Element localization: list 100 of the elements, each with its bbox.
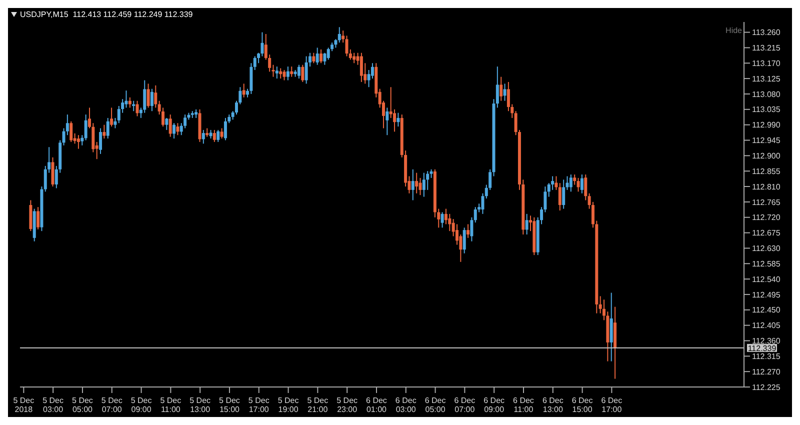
- chart-title: USDJPY,M15 112.413 112.459 112.249 112.339: [20, 10, 193, 19]
- candlestick: [242, 83, 246, 98]
- candlestick: [99, 128, 102, 154]
- x-tick-label: 5 Dec 05:00: [72, 396, 94, 414]
- candlestick: [584, 174, 588, 201]
- candlestick: [136, 100, 139, 117]
- x-tick-label: 5 Dec 15:00: [219, 396, 240, 414]
- candlestick: [165, 117, 168, 130]
- ref-line-label: 112.339: [748, 344, 777, 353]
- x-tick-label: 6 Dec 05:00: [424, 396, 446, 414]
- y-tick-label: 113.125: [752, 74, 781, 84]
- candlestick: [106, 117, 110, 140]
- candlestick: [114, 117, 117, 129]
- candlestick: [440, 212, 444, 228]
- candlestick: [312, 52, 316, 64]
- candlestick: [275, 66, 278, 80]
- y-tick-label: 112.270: [752, 367, 781, 376]
- candlestick: [128, 96, 132, 108]
- candlestick: [286, 66, 290, 81]
- candlestick: [580, 174, 584, 194]
- y-tick-label: 112.900: [752, 152, 781, 160]
- candlestick: [216, 129, 220, 142]
- candlestick: [76, 134, 80, 150]
- candlestick: [610, 292, 613, 362]
- candlestick: [338, 26, 341, 44]
- y-tick-label: 112.855: [752, 166, 781, 176]
- candlestick: [282, 69, 286, 81]
- candlestick: [304, 56, 308, 84]
- candlestick: [500, 76, 503, 102]
- x-tick-label: 5 Dec 03:00: [42, 396, 64, 414]
- x-tick-label: 6 Dec 11:00: [513, 396, 534, 414]
- x-tick-label: 5 Dec 07:00: [101, 396, 122, 414]
- candlestick: [576, 177, 580, 192]
- x-tick-label: 5 Dec 2018: [13, 396, 34, 414]
- y-tick-label: 112.945: [752, 136, 781, 146]
- candlestick: [503, 83, 506, 102]
- candlestick: [396, 112, 400, 128]
- candlestick: [415, 172, 418, 194]
- x-tick-label: 5 Dec 23:00: [336, 396, 358, 414]
- candlestick: [253, 56, 256, 70]
- x-tick-label: 5 Dec 13:00: [190, 396, 211, 414]
- x-tick-label: 6 Dec 01:00: [366, 396, 388, 414]
- x-tick-label: 6 Dec 03:00: [395, 396, 416, 414]
- x-tick-label: 5 Dec 17:00: [248, 396, 270, 414]
- candlestick: [448, 213, 452, 232]
- x-tick-label: 6 Dec 13:00: [542, 396, 564, 414]
- y-tick-label: 113.260: [752, 28, 781, 38]
- candlestick: [470, 216, 474, 242]
- y-tick-label: 113.215: [752, 44, 781, 53]
- y-tick-label: 112.720: [752, 213, 781, 222]
- y-tick-label: 113.170: [752, 58, 781, 68]
- y-tick-label: 112.495: [752, 290, 781, 300]
- candlestick: [348, 48, 352, 60]
- y-tick-label: 112.540: [752, 274, 781, 284]
- candlestick: [562, 179, 566, 210]
- candlestick: [154, 84, 158, 108]
- y-tick-label: 113.035: [752, 105, 781, 114]
- x-tick-label: 5 Dec 21:00: [307, 396, 328, 414]
- y-tick-label: 112.360: [752, 336, 781, 346]
- x-tick-label: 6 Dec 07:00: [454, 396, 476, 414]
- candlestick: [418, 177, 422, 196]
- candlestick: [569, 174, 572, 192]
- x-tick-label: 6 Dec 09:00: [484, 396, 505, 414]
- candlestick: [102, 124, 106, 140]
- candlestick: [554, 176, 558, 190]
- candlestick: [168, 114, 172, 138]
- y-tick-label: 112.450: [752, 306, 781, 315]
- candlestick: [422, 172, 426, 198]
- candlestick: [466, 224, 470, 238]
- candlestick: [290, 66, 294, 78]
- candlestick: [176, 122, 180, 136]
- candlestick: [279, 68, 282, 80]
- candlestick: [51, 156, 54, 188]
- candlestick: [212, 129, 216, 142]
- y-tick-label: 112.990: [752, 120, 781, 130]
- x-tick-label: 5 Dec 09:00: [130, 396, 152, 414]
- candlestick: [558, 182, 562, 211]
- annotation: Hide: [726, 26, 742, 35]
- candlestick: [84, 114, 88, 141]
- candlestick: [411, 168, 414, 201]
- y-tick-label: 112.630: [752, 244, 781, 254]
- candlestick: [474, 206, 477, 223]
- y-tick-label: 112.315: [752, 352, 781, 361]
- candlestick: [220, 128, 224, 140]
- candlestick: [70, 120, 73, 142]
- y-tick-label: 112.810: [752, 182, 781, 192]
- candlestick: [301, 64, 304, 82]
- y-tick-label: 113.080: [752, 90, 781, 99]
- candlestick: [320, 48, 323, 64]
- candlestick: [525, 213, 528, 235]
- y-tick-label: 112.585: [752, 259, 781, 268]
- y-tick-label: 112.225: [752, 382, 781, 392]
- y-tick-label: 112.405: [752, 321, 781, 330]
- y-tick-label: 112.765: [752, 198, 781, 207]
- candlestick: [462, 227, 466, 254]
- candlestick: [566, 176, 569, 190]
- candlestick: [316, 47, 319, 66]
- candlestick: [172, 122, 176, 140]
- candlestick: [110, 107, 114, 128]
- candlestick: [297, 64, 300, 80]
